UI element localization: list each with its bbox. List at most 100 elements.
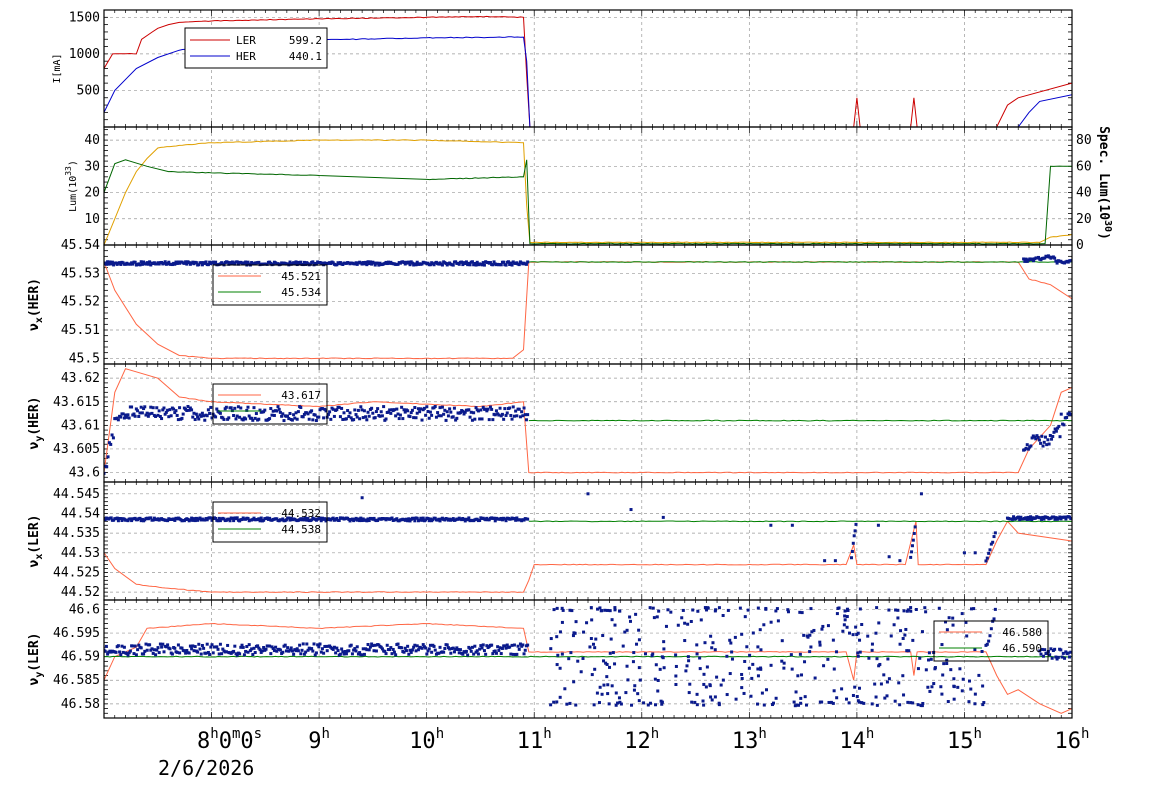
- data-point: [438, 406, 442, 410]
- data-point: [594, 637, 598, 641]
- data-point: [499, 652, 503, 656]
- data-point: [140, 262, 144, 266]
- data-point: [717, 606, 721, 610]
- data-point: [964, 620, 968, 624]
- data-point: [430, 650, 434, 654]
- data-point: [200, 411, 204, 415]
- data-point: [1018, 518, 1022, 522]
- data-point: [1039, 652, 1043, 656]
- data-point: [332, 645, 336, 649]
- data-point: [343, 649, 347, 653]
- data-point: [432, 644, 436, 648]
- data-point: [480, 417, 484, 421]
- data-point: [185, 649, 189, 653]
- data-point: [245, 408, 249, 412]
- data-point: [440, 263, 444, 267]
- data-point: [182, 261, 186, 265]
- data-point: [433, 516, 437, 520]
- data-point: [885, 680, 889, 684]
- data-point: [214, 517, 218, 521]
- data-point: [1065, 416, 1069, 420]
- data-point: [1042, 440, 1046, 444]
- data-point: [906, 608, 910, 612]
- data-point: [730, 657, 734, 661]
- data-point: [137, 414, 141, 418]
- data-point: [896, 616, 900, 620]
- data-point: [413, 519, 417, 523]
- data-point: [268, 516, 272, 520]
- data-point: [110, 260, 114, 264]
- data-point: [324, 644, 328, 648]
- data-point: [480, 646, 484, 650]
- data-point: [561, 608, 565, 612]
- data-point: [115, 416, 119, 420]
- data-point: [492, 260, 496, 264]
- data-point: [756, 606, 760, 610]
- data-point: [194, 516, 198, 520]
- data-point: [510, 417, 514, 421]
- data-point: [952, 697, 956, 701]
- data-point: [473, 417, 477, 421]
- data-point: [258, 648, 262, 652]
- data-point: [491, 652, 495, 656]
- data-point: [337, 405, 341, 409]
- data-point: [626, 678, 630, 682]
- data-point: [104, 471, 106, 475]
- data-point: [820, 627, 824, 631]
- y-axis-label: νy(LER): [27, 633, 45, 686]
- data-point: [524, 418, 528, 422]
- data-point: [686, 655, 690, 659]
- data-point: [805, 634, 809, 638]
- data-point: [709, 695, 713, 699]
- data-point: [517, 407, 521, 411]
- data-point: [621, 644, 625, 648]
- data-point: [831, 638, 835, 642]
- data-point: [352, 648, 356, 652]
- data-point: [390, 652, 394, 656]
- legend-label: HER: [236, 50, 256, 63]
- data-point: [215, 645, 219, 649]
- data-point: [588, 645, 592, 649]
- data-point: [466, 518, 470, 522]
- data-point: [478, 417, 482, 421]
- data-point: [568, 701, 572, 705]
- data-point: [410, 408, 414, 412]
- data-point: [1046, 438, 1050, 442]
- data-point: [644, 652, 648, 656]
- data-point: [436, 411, 440, 415]
- data-point: [415, 516, 419, 520]
- data-point: [973, 692, 977, 696]
- data-point: [111, 436, 115, 440]
- data-point: [140, 411, 144, 415]
- data-point: [192, 517, 196, 521]
- data-point: [523, 413, 527, 417]
- data-point: [262, 518, 266, 522]
- data-point: [162, 650, 166, 654]
- data-point: [579, 670, 583, 674]
- data-point: [842, 623, 846, 627]
- data-point: [945, 658, 949, 662]
- data-point: [831, 701, 835, 705]
- data-point: [174, 409, 178, 413]
- data-point: [1050, 656, 1054, 660]
- data-point: [377, 263, 381, 267]
- data-point: [214, 260, 218, 264]
- data-point: [295, 647, 299, 651]
- data-point: [728, 638, 732, 642]
- data-point: [509, 261, 513, 265]
- data-point: [650, 654, 654, 658]
- data-point: [933, 666, 937, 670]
- data-point: [658, 667, 662, 671]
- data-point: [304, 262, 308, 266]
- data-point: [1045, 443, 1049, 447]
- data-point: [182, 649, 186, 653]
- data-point: [148, 643, 152, 647]
- data-point: [1030, 436, 1034, 440]
- data-point: [656, 678, 660, 682]
- data-point: [490, 407, 494, 411]
- data-point: [1045, 651, 1049, 655]
- data-point: [472, 652, 476, 656]
- data-point: [912, 531, 916, 535]
- data-point: [1041, 654, 1045, 658]
- data-point: [987, 551, 991, 555]
